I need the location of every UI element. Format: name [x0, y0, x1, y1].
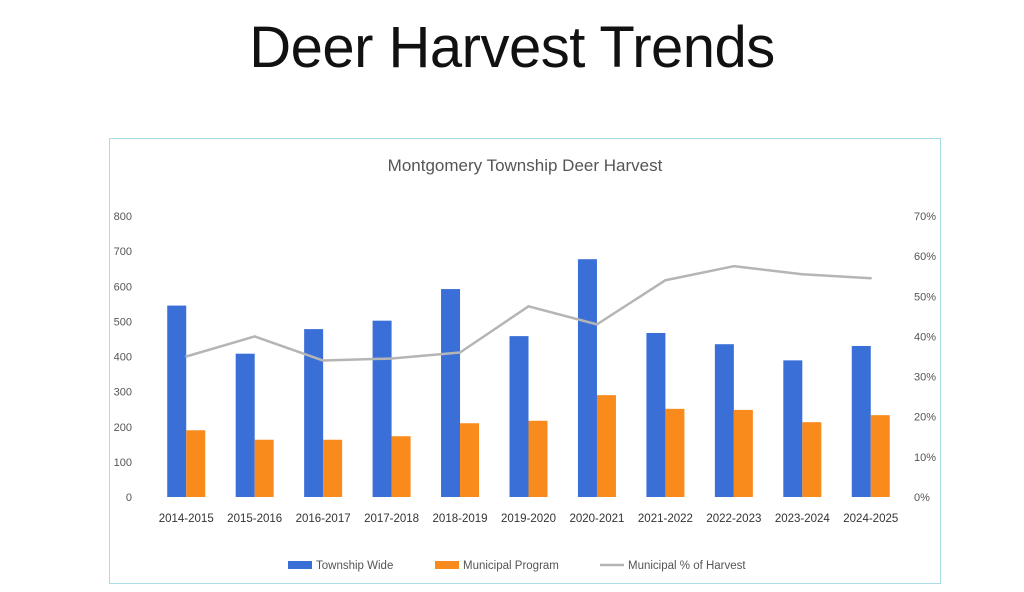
category-label: 2014-2015 — [159, 513, 214, 525]
category-labels: 2014-2015 2015-2016 2016-2017 2017-2018 2018… — [159, 513, 899, 525]
legend-label: Municipal Program — [463, 560, 559, 572]
percent-line-series — [185, 264, 872, 362]
category-label: 2022-2023 — [706, 513, 761, 525]
legend-swatch — [288, 561, 312, 569]
municipal-program-bar — [665, 408, 685, 497]
left-tick-label: 0 — [126, 492, 132, 504]
municipal-program-bar — [254, 439, 274, 497]
left-tick-label: 600 — [114, 281, 132, 293]
category-label: 2017-2018 — [364, 513, 419, 525]
municipal-percent-point — [595, 323, 599, 326]
township-wide-bar — [167, 305, 187, 497]
chart-frame: Montgomery Township Deer Harvest 0 100 200… — [109, 138, 941, 584]
municipal-program-bar — [802, 422, 822, 497]
category-label: 2024-2025 — [843, 513, 898, 525]
category-label: 2019-2020 — [501, 513, 556, 525]
category-label: 2018-2019 — [433, 513, 488, 525]
left-axis-ticks: 0 100 200 300 400 500 600 700 800 — [114, 211, 132, 504]
township-wide-bar — [372, 320, 392, 497]
deer-harvest-chart: Montgomery Township Deer Harvest 0 100 200… — [114, 156, 937, 572]
municipal-program-bar — [528, 420, 548, 497]
right-tick-label: 30% — [914, 372, 936, 384]
bar-series — [167, 259, 890, 497]
right-tick-label: 20% — [914, 412, 936, 424]
left-tick-label: 200 — [114, 422, 132, 434]
right-tick-label: 0% — [914, 492, 930, 504]
legend: Township Wide Municipal Program Municipal … — [288, 560, 746, 572]
municipal-percent-point — [458, 351, 462, 354]
municipal-percent-point — [732, 264, 736, 268]
municipal-program-bar — [596, 395, 616, 497]
left-tick-label: 700 — [114, 246, 132, 258]
township-wide-bar — [441, 289, 461, 497]
township-wide-bar — [509, 336, 529, 497]
right-tick-label: 60% — [914, 251, 936, 263]
right-axis-ticks: 0% 10% 20% 30% 40% 50% 60% 70% — [914, 211, 936, 504]
municipal-percent-point — [253, 335, 256, 338]
left-tick-label: 800 — [114, 211, 132, 223]
township-wide-bar — [851, 345, 871, 497]
municipal-percent-point — [321, 359, 325, 362]
left-tick-label: 300 — [114, 387, 132, 399]
municipal-program-bar — [391, 436, 411, 497]
category-label: 2015-2016 — [227, 513, 282, 525]
right-tick-label: 10% — [914, 452, 936, 464]
left-tick-label: 400 — [114, 352, 132, 364]
municipal-percent-point — [664, 279, 667, 282]
category-label: 2021-2022 — [638, 513, 693, 525]
municipal-program-bar — [460, 423, 480, 497]
municipal-program-bar — [733, 409, 753, 497]
legend-swatch — [435, 561, 459, 569]
category-label: 2016-2017 — [296, 513, 351, 525]
township-wide-bar — [235, 353, 255, 497]
township-wide-bar — [577, 259, 597, 497]
municipal-percent-point — [390, 357, 393, 360]
municipal-percent-point — [869, 277, 872, 280]
municipal-percent-point — [801, 273, 804, 276]
right-tick-label: 70% — [914, 211, 936, 223]
chart-title: Montgomery Township Deer Harvest — [388, 156, 663, 175]
left-tick-label: 500 — [114, 316, 132, 328]
township-wide-bar — [646, 332, 666, 497]
category-label: 2020-2021 — [569, 513, 624, 525]
left-tick-label: 100 — [114, 457, 132, 469]
legend-label: Municipal % of Harvest — [628, 560, 746, 572]
municipal-program-bar — [323, 439, 343, 497]
municipal-percent-point — [527, 305, 530, 308]
right-tick-label: 40% — [914, 331, 936, 343]
municipal-program-bar — [186, 430, 206, 497]
township-wide-bar — [304, 329, 324, 497]
right-tick-label: 50% — [914, 291, 936, 303]
township-wide-bar — [783, 360, 803, 497]
township-wide-bar — [714, 344, 734, 497]
category-label: 2023-2024 — [775, 513, 831, 525]
municipal-program-bar — [870, 415, 890, 497]
legend-label: Township Wide — [316, 560, 393, 572]
municipal-percent-point — [185, 355, 188, 358]
slide-title: Deer Harvest Trends — [249, 15, 775, 80]
